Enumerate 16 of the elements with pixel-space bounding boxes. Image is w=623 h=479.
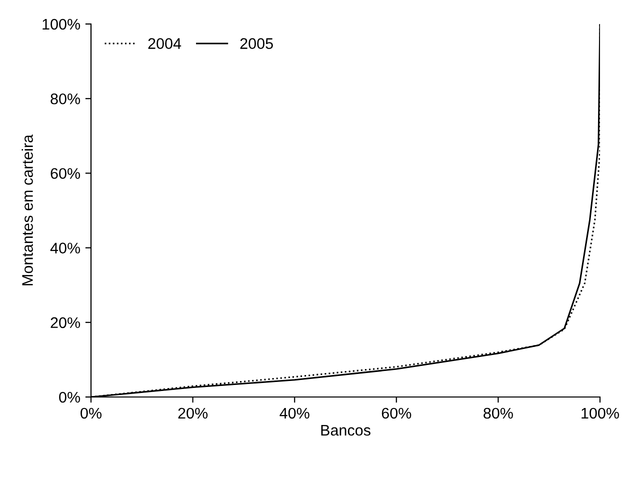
x-tick-label: 20% [178, 408, 208, 419]
x-tick-label: 0% [80, 408, 102, 419]
legend-label: 2004 [148, 38, 182, 49]
y-axis-title: Montantes em carteira [22, 134, 33, 286]
x-axis-title: Bancos [321, 424, 370, 436]
x-tick-label: 100% [582, 408, 619, 419]
x-tick-label: 60% [382, 408, 412, 419]
legend-label: 2005 [240, 38, 273, 49]
y-tick-label: 80% [50, 93, 80, 104]
x-tick-label: 80% [484, 408, 513, 419]
y-tick-label: 60% [50, 168, 80, 179]
y-tick-label: 20% [50, 317, 80, 328]
y-tick-label: 0% [59, 392, 80, 403]
y-tick-label: 100% [42, 18, 80, 30]
y-tick-label: 40% [50, 242, 80, 254]
x-tick-label: 40% [280, 408, 310, 419]
